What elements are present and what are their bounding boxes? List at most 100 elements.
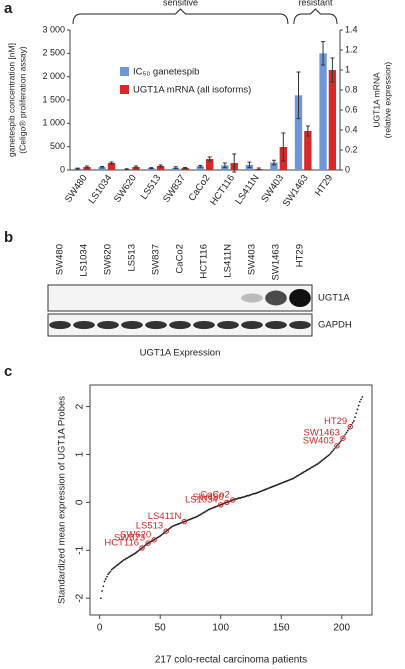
error-bar bbox=[134, 165, 139, 169]
x-tick-label: 200 bbox=[333, 623, 350, 634]
bar bbox=[270, 162, 278, 170]
point bbox=[352, 420, 355, 422]
highlight-point bbox=[230, 497, 236, 503]
point bbox=[168, 527, 171, 530]
point bbox=[328, 453, 331, 456]
highlight-point bbox=[151, 537, 157, 543]
point bbox=[314, 464, 317, 467]
point bbox=[354, 416, 356, 419]
point bbox=[99, 597, 102, 600]
point-label: CaCo2 bbox=[200, 490, 230, 501]
point bbox=[196, 515, 199, 518]
lane-label: SW403 bbox=[247, 244, 258, 275]
error-bar bbox=[109, 161, 114, 165]
bar bbox=[328, 70, 337, 170]
bar bbox=[196, 166, 204, 170]
group-label: resistant bbox=[298, 0, 333, 7]
x-tick-label: SW837 bbox=[161, 173, 188, 205]
lane-label: HT29 bbox=[295, 244, 306, 267]
error-bar bbox=[84, 165, 89, 169]
point bbox=[338, 442, 341, 444]
point bbox=[104, 578, 107, 580]
point bbox=[158, 535, 160, 538]
point bbox=[349, 425, 352, 428]
point bbox=[107, 573, 110, 576]
lane-label: SW1463 bbox=[271, 244, 282, 280]
point bbox=[113, 566, 116, 569]
point bbox=[351, 421, 354, 424]
point bbox=[360, 398, 363, 401]
bar bbox=[319, 53, 327, 171]
x-tick-label: 0 bbox=[97, 623, 103, 634]
y2-tick-label: 0.6 bbox=[345, 104, 358, 114]
point-label: HCT116 bbox=[104, 537, 139, 548]
point bbox=[206, 509, 209, 512]
lane-label: SW480 bbox=[55, 244, 66, 275]
point bbox=[361, 396, 364, 398]
error-bar bbox=[100, 166, 105, 169]
error-bar bbox=[158, 164, 163, 168]
y2-tick-label: 1 bbox=[345, 64, 350, 74]
point bbox=[141, 547, 143, 549]
point-label: LS513 bbox=[136, 521, 163, 532]
lane-label: SW837 bbox=[151, 244, 162, 275]
error-bar bbox=[271, 159, 276, 166]
x-tick-label: HT29 bbox=[313, 173, 335, 198]
blot-band bbox=[49, 321, 71, 329]
y2-tick-label: 1.4 bbox=[345, 24, 358, 34]
x-tick-label: 50 bbox=[155, 623, 167, 634]
error-bar bbox=[222, 162, 227, 169]
point bbox=[311, 466, 314, 468]
point bbox=[355, 412, 358, 415]
x-tick-label: 150 bbox=[273, 623, 290, 634]
point bbox=[115, 564, 118, 567]
point bbox=[199, 513, 202, 516]
point bbox=[339, 440, 342, 443]
point bbox=[322, 458, 325, 461]
point-label: SW480 bbox=[193, 492, 224, 503]
error-bar bbox=[183, 167, 188, 169]
point bbox=[316, 463, 319, 465]
error-bar bbox=[75, 167, 80, 170]
highlight-point bbox=[347, 423, 353, 430]
point bbox=[159, 535, 162, 537]
point bbox=[342, 437, 344, 440]
point bbox=[165, 530, 168, 533]
point bbox=[358, 400, 361, 403]
error-bar bbox=[124, 168, 129, 170]
point bbox=[114, 565, 117, 568]
lane-label: SW620 bbox=[103, 244, 114, 275]
point-label: LS411N bbox=[148, 511, 182, 522]
point-label: SW620 bbox=[120, 529, 151, 540]
error-bar bbox=[296, 71, 301, 120]
point-label: HT29 bbox=[324, 416, 347, 427]
blot-band bbox=[193, 321, 215, 329]
point bbox=[344, 433, 347, 436]
point bbox=[137, 549, 140, 552]
point bbox=[327, 454, 330, 457]
bar bbox=[206, 159, 214, 170]
y-tick-label: 3 000 bbox=[42, 24, 65, 34]
point bbox=[317, 462, 320, 465]
point bbox=[108, 571, 111, 574]
x-tick-label: LS513 bbox=[139, 173, 164, 202]
point bbox=[357, 404, 360, 407]
point bbox=[297, 474, 300, 477]
row-label: UGT1A bbox=[318, 293, 350, 304]
point bbox=[126, 557, 129, 559]
y-tick-label: 0 bbox=[60, 164, 65, 174]
point bbox=[332, 449, 335, 452]
point bbox=[331, 450, 333, 453]
y-tick-label: -2 bbox=[75, 593, 86, 602]
blot-caption: UGT1A Expression bbox=[140, 348, 221, 359]
x-tick-label: 100 bbox=[212, 623, 229, 634]
lane-label: LS411N bbox=[223, 244, 234, 278]
point bbox=[120, 560, 123, 563]
error-bar bbox=[247, 161, 252, 169]
blot-band bbox=[265, 321, 287, 329]
point bbox=[153, 538, 156, 541]
y-tick-label: 1 000 bbox=[42, 118, 65, 128]
bar bbox=[98, 167, 106, 170]
error-bar bbox=[330, 57, 335, 83]
point bbox=[333, 447, 336, 450]
